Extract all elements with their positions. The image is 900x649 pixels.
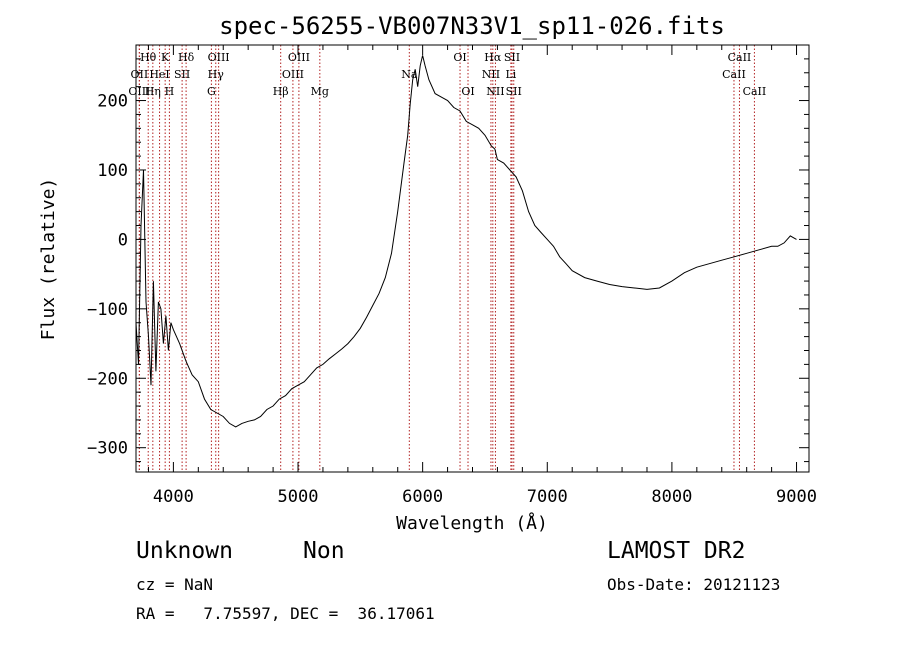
line-label: Hβ	[273, 85, 289, 98]
x-tick-label: 6000	[402, 487, 443, 507]
line-label: OIII	[288, 51, 310, 64]
line-label: H	[165, 85, 175, 98]
y-tick-label: 0	[118, 230, 128, 250]
x-tick-label: 8000	[651, 487, 692, 507]
line-label: Mg	[311, 85, 329, 98]
line-label: Hα	[484, 51, 502, 64]
redshift-label: cz = NaN	[136, 575, 214, 594]
plot-frame	[135, 44, 810, 473]
spectrum-line	[135, 55, 797, 428]
y-tick-label: −100	[87, 300, 128, 320]
coordinates-label: RA = 7.75597, DEC = 36.17061	[136, 604, 435, 623]
emission-line-markers	[138, 45, 755, 472]
line-label: SII	[504, 51, 520, 64]
x-tick-label: 5000	[278, 487, 319, 507]
y-tick-label: 200	[97, 92, 128, 112]
line-label: OIII	[128, 85, 150, 98]
x-axis-label: Wavelength (Å)	[396, 512, 548, 534]
y-tick-label: −200	[87, 369, 128, 389]
line-label: CaII	[728, 51, 752, 64]
line-label: OIII	[282, 68, 304, 81]
obs-date-label: Obs-Date: 20121123	[607, 575, 781, 594]
line-label: SII	[506, 85, 522, 98]
line-label: Hγ	[208, 68, 225, 81]
class-label: Unknown	[136, 538, 233, 564]
line-label: NII	[482, 68, 500, 81]
line-label: Hδ	[178, 51, 195, 64]
subclass-label: Non	[303, 538, 345, 564]
line-label: Hη	[145, 85, 161, 98]
line-label: NII	[486, 85, 504, 98]
line-label: CaII	[743, 85, 767, 98]
x-axis-ticks: 4000 5000 6000 7000 8000 9000	[147, 45, 817, 507]
line-label: Hθ	[140, 51, 157, 64]
line-label: K	[161, 51, 170, 64]
x-tick-label: 4000	[153, 487, 194, 507]
line-label: OI	[461, 85, 474, 98]
line-label: OII	[131, 68, 149, 81]
y-axis-ticks: −300 −200 −100 0 100 200	[87, 58, 809, 463]
line-label: CaII	[722, 68, 746, 81]
line-label: HeI	[149, 68, 169, 81]
y-tick-label: −300	[87, 439, 128, 459]
survey-label: LAMOST DR2	[607, 538, 746, 564]
line-label: G	[207, 85, 216, 98]
x-tick-label: 9000	[776, 487, 817, 507]
line-label: Li	[505, 68, 516, 81]
y-axis-label: Flux (relative)	[38, 178, 59, 341]
line-label: SII	[174, 68, 190, 81]
x-tick-label: 7000	[527, 487, 568, 507]
chart-title: spec-56255-VB007N33V1_sp11-026.fits	[219, 12, 725, 40]
line-label: OIII	[208, 51, 230, 64]
line-label: OI	[453, 51, 466, 64]
y-tick-label: 100	[97, 161, 128, 181]
line-label: Na	[401, 68, 418, 81]
